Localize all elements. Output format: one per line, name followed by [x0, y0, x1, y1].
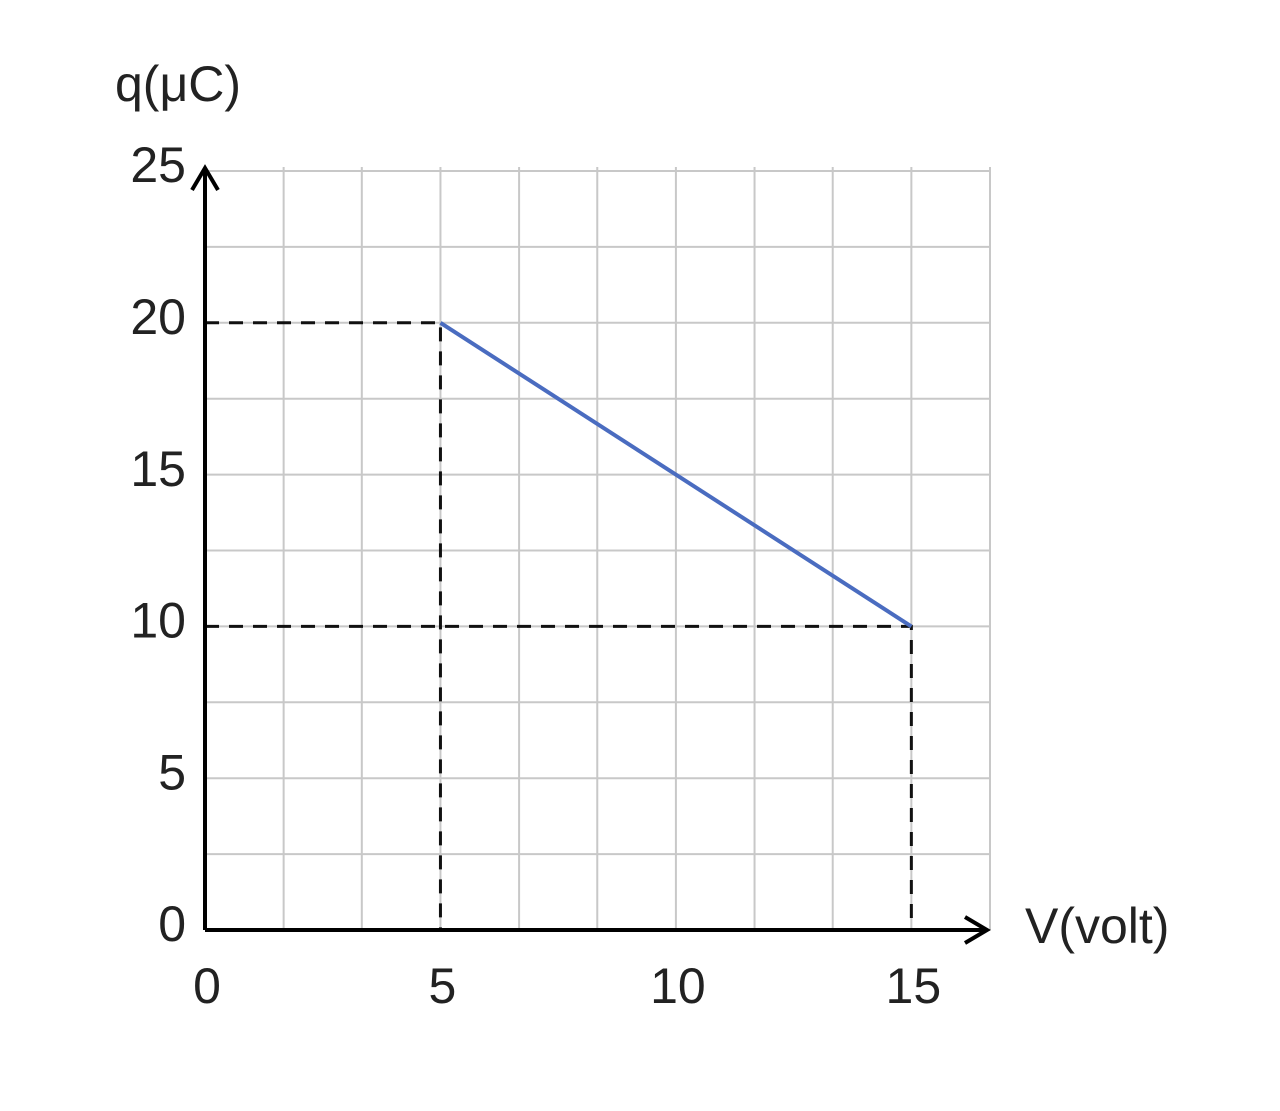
y-tick-label: 5: [158, 744, 186, 800]
x-tick-label: 10: [650, 958, 706, 1014]
x-axis-label: V(volt): [1025, 898, 1169, 954]
y-axis-label: q(μC): [115, 56, 241, 112]
guide-line: [205, 321, 442, 930]
tick-labels: 0 5 10 15 20 25 0 5 10 15: [130, 137, 941, 1014]
y-tick-label: 25: [130, 137, 186, 193]
y-tick-label: 20: [130, 289, 186, 345]
x-tick-label: 15: [886, 958, 942, 1014]
x-axis: [205, 915, 991, 945]
grid: [204, 167, 991, 931]
guide-line: [205, 624, 913, 930]
y-axis: [190, 164, 220, 930]
x-tick-label: 0: [193, 958, 221, 1014]
data-line: [439, 321, 913, 629]
plot: [439, 321, 913, 629]
x-tick-label: 5: [429, 958, 457, 1014]
y-tick-label: 15: [130, 441, 186, 497]
guides: [205, 321, 913, 930]
y-tick-label: 10: [130, 593, 186, 649]
y-tick-label: 0: [158, 896, 186, 952]
